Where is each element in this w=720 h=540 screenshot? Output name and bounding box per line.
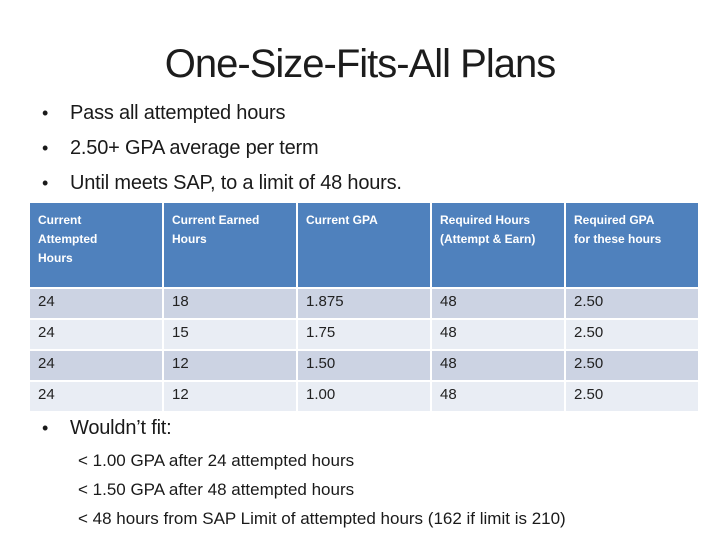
bullet-dot-icon: • [42, 138, 49, 158]
header-cell-required-hours: Required Hours (Attempt & Earn) [432, 203, 564, 287]
wouldnt-fit-list: < 1.00 GPA after 24 attempted hours < 1.… [78, 446, 566, 533]
wouldnt-fit-label: Wouldn’t fit: [70, 417, 172, 439]
table-cell: 12 [164, 382, 296, 411]
table-cell: 48 [432, 320, 564, 349]
header-cell-required-gpa: Required GPA for these hours [566, 203, 698, 287]
table-row: 24 15 1.75 48 2.50 [30, 320, 698, 349]
table-cell: 48 [432, 289, 564, 318]
table-row: 24 12 1.50 48 2.50 [30, 351, 698, 380]
table-cell: 2.50 [566, 351, 698, 380]
table-row: 24 18 1.875 48 2.50 [30, 289, 698, 318]
table-cell: 2.50 [566, 382, 698, 411]
table-cell: 24 [30, 382, 162, 411]
table-cell: 15 [164, 320, 296, 349]
sap-plan-table: Current Attempted Hours Current Earned H… [30, 203, 698, 413]
table-cell: 2.50 [566, 289, 698, 318]
bullet-item: • Until meets SAP, to a limit of 48 hour… [40, 166, 402, 201]
page-title: One-Size-Fits-All Plans [164, 42, 556, 86]
table-cell: 24 [30, 289, 162, 318]
bullet-item: • Pass all attempted hours [40, 96, 402, 131]
bullet-dot-icon: • [42, 103, 49, 123]
wouldnt-fit-item: < 1.00 GPA after 24 attempted hours [78, 451, 355, 470]
wouldnt-fit-item: < 48 hours from SAP Limit of attempted h… [78, 509, 566, 528]
bullet-text: Until meets SAP, to a limit of 48 hours. [70, 172, 402, 194]
bullet-text: 2.50+ GPA average per term [70, 137, 319, 159]
bullet-text: Pass all attempted hours [70, 102, 286, 124]
table-cell: 18 [164, 289, 296, 318]
table-header-row: Current Attempted Hours Current Earned H… [30, 203, 698, 287]
table-cell: 1.75 [298, 320, 430, 349]
bullet-item: • 2.50+ GPA average per term [40, 131, 402, 166]
bullet-list: • Pass all attempted hours • 2.50+ GPA a… [40, 96, 402, 201]
table-cell: 1.875 [298, 289, 430, 318]
table-cell: 12 [164, 351, 296, 380]
header-cell-current-attempted-hours: Current Attempted Hours [30, 203, 162, 287]
table-cell: 2.50 [566, 320, 698, 349]
table-cell: 1.00 [298, 382, 430, 411]
bullet-dot-icon: • [42, 173, 49, 193]
wouldnt-fit-item: < 1.50 GPA after 48 attempted hours [78, 480, 355, 499]
header-cell-current-gpa: Current GPA [298, 203, 430, 287]
table-cell: 48 [432, 351, 564, 380]
bullet-dot-icon: • [42, 418, 49, 438]
table-row: 24 12 1.00 48 2.50 [30, 382, 698, 411]
table-cell: 1.50 [298, 351, 430, 380]
table-cell: 48 [432, 382, 564, 411]
header-cell-current-earned-hours: Current Earned Hours [164, 203, 296, 287]
table-cell: 24 [30, 351, 162, 380]
table-cell: 24 [30, 320, 162, 349]
wouldnt-fit-bullet: • Wouldn’t fit: [40, 413, 172, 443]
